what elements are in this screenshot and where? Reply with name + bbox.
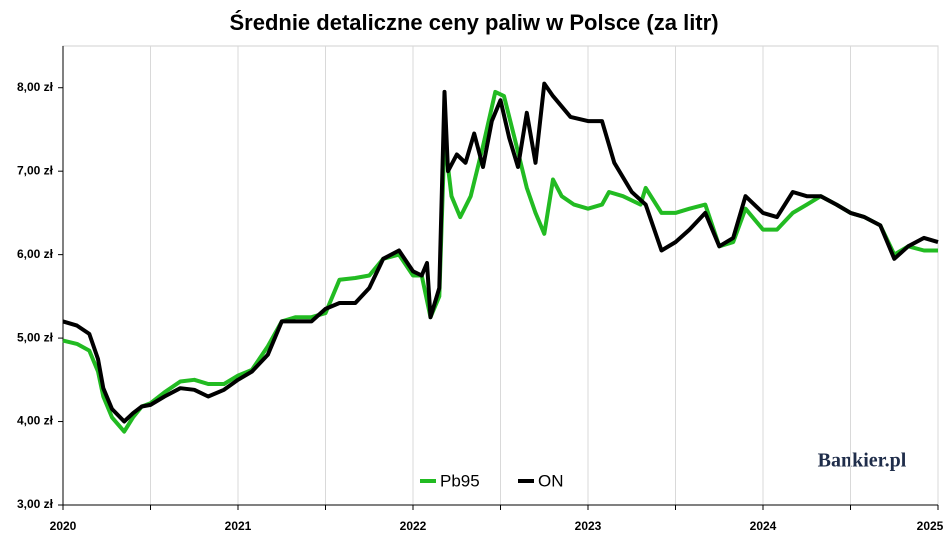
- y-tick-label: 6,00 zł: [17, 247, 54, 261]
- x-tick-label: 2022: [400, 519, 427, 533]
- chart-title: Średnie detaliczne ceny paliw w Polsce (…: [229, 10, 718, 35]
- watermark: Bankier.pl: [818, 450, 907, 472]
- x-tick-label: 2021: [225, 519, 252, 533]
- y-tick-label: 5,00 zł: [17, 330, 54, 344]
- legend-label: ON: [538, 471, 564, 490]
- y-tick-label: 3,00 zł: [17, 497, 54, 511]
- line: [62, 89, 938, 434]
- x-tick-label: 2025: [917, 519, 944, 533]
- legend-label: Pb95: [440, 471, 480, 490]
- x-tick-label: 2024: [750, 519, 777, 533]
- x-tick-label: 2020: [50, 519, 77, 533]
- y-tick-label: 8,00 zł: [17, 80, 54, 94]
- y-tick-label: 7,00 zł: [17, 163, 54, 177]
- x-tick-label: 2023: [575, 519, 602, 533]
- line: [62, 81, 939, 424]
- y-tick-label: 4,00 zł: [17, 414, 54, 428]
